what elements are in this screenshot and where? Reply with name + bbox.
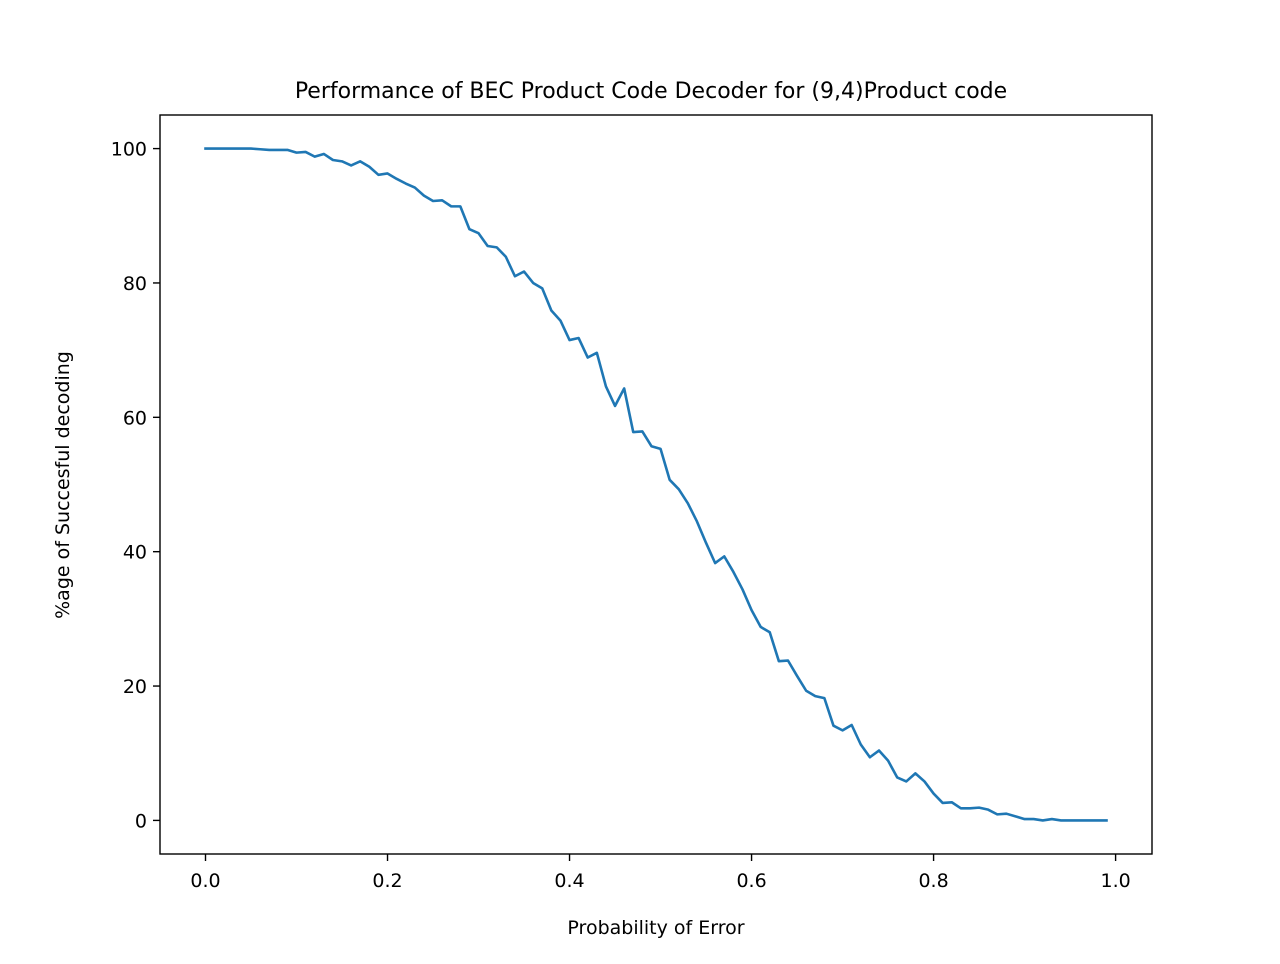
y-tick-label: 60 [123,407,147,429]
x-tick-label: 1.0 [1100,870,1130,892]
x-tick-label: 0.0 [190,870,220,892]
series-lines [204,147,1108,822]
x-tick-label: 0.8 [918,870,948,892]
y-axis-ticks: 0 20 40 60 80 100 [111,139,160,832]
x-tick-label: 0.4 [554,870,584,892]
y-tick-label: 100 [111,139,147,161]
y-tick-label: 40 [123,542,147,564]
axes-frame [159,114,1153,855]
x-tick-label: 0.6 [736,870,766,892]
series-line-0 [204,147,1108,822]
x-axis-ticks: 0.0 0.2 0.4 0.6 0.8 1.0 [190,854,1131,892]
x-tick-label: 0.2 [372,870,402,892]
y-axis-label: %age of Succesful decoding [52,351,74,619]
x-axis-label: Probability of Error [567,917,744,939]
plot-area: 0.0 0.2 0.4 0.6 0.8 1.0 0 20 40 60 80 100 [111,114,1153,892]
y-tick-label: 0 [135,810,147,832]
y-tick-label: 20 [123,676,147,698]
y-tick-label: 80 [123,273,147,295]
chart-title: Performance of BEC Product Code Decoder … [295,79,1007,104]
